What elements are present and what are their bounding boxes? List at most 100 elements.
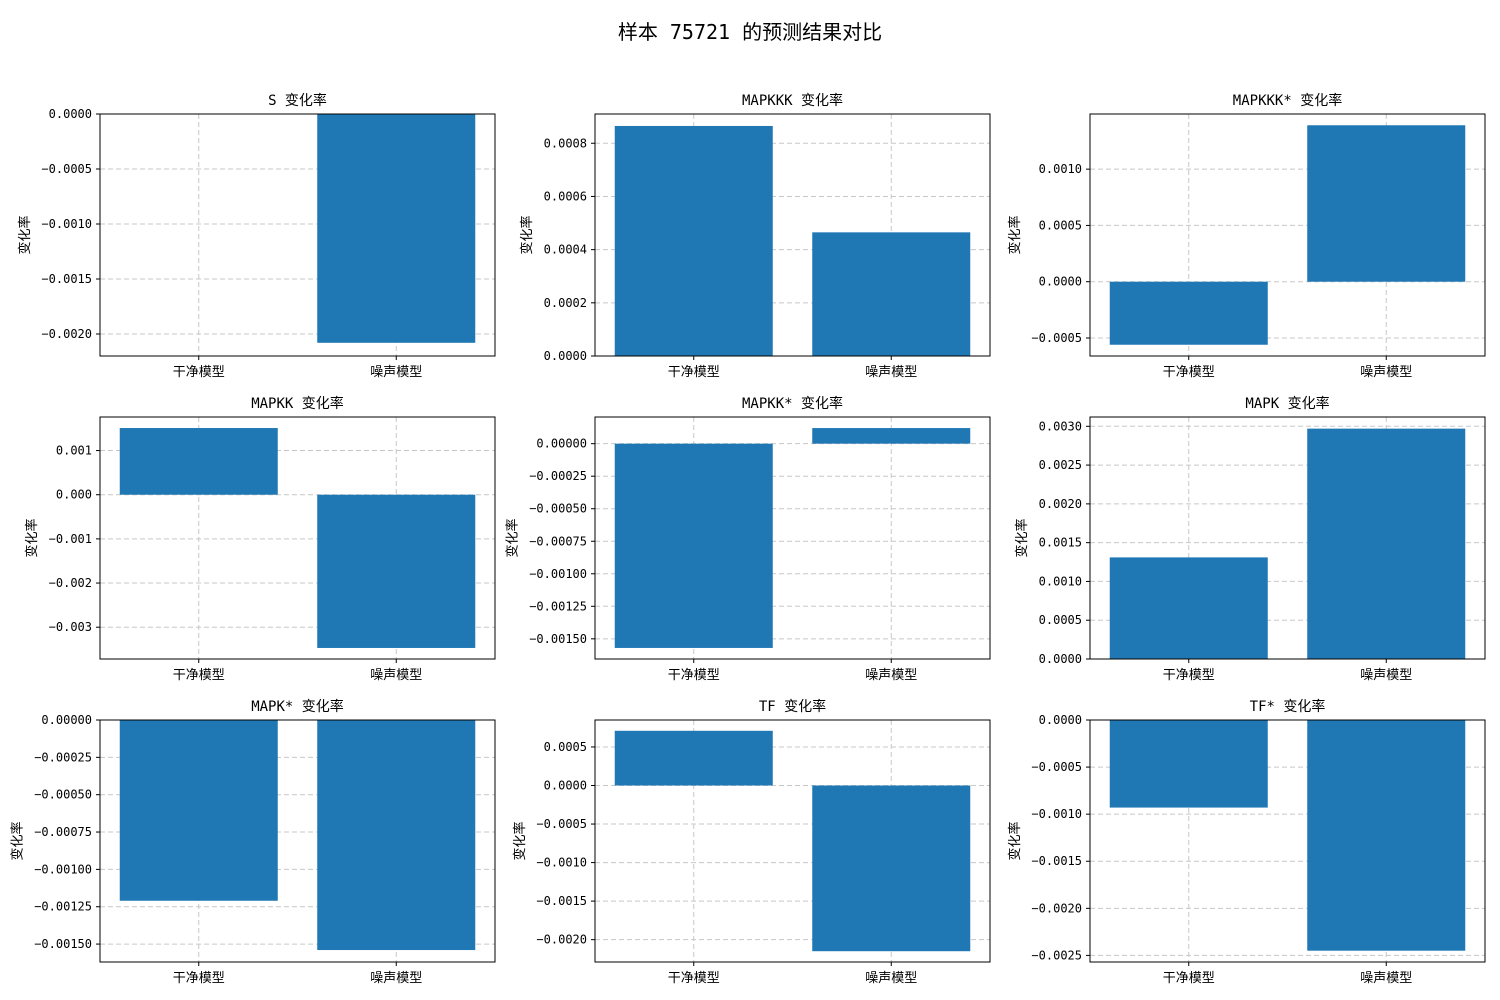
y-tick-label: −0.0020 — [536, 933, 587, 947]
subplot-9: 0.0000 −0.0005 −0.0010 −0.0015 −0.0020 −0.002… — [1007, 698, 1486, 986]
y-tick-label: 0.0002 — [544, 296, 587, 310]
subplot-2: 0.0000 0.0002 0.0004 0.0006 0.0008 干净模型 噪声模型 MA… — [519, 92, 991, 380]
y-tick-label: −0.00050 — [529, 502, 587, 516]
y-tick-label: 0.0008 — [544, 136, 587, 150]
y-tick-label: 0.0004 — [544, 243, 587, 257]
bar-noisy — [317, 494, 476, 648]
bar-clean — [614, 125, 773, 356]
x-tick-label: 干净模型 — [668, 365, 720, 380]
bar-noisy — [1307, 720, 1466, 951]
subplot-3: −0.0005 0.0000 0.0005 0.0010 干净模型 噪声模型 MAPKKK*… — [1007, 92, 1486, 380]
figure-title: 样本 75721 的预测结果对比 — [617, 20, 883, 44]
y-tick-label: 0.0030 — [1039, 419, 1082, 433]
subplot-5: 0.00000 −0.00025 −0.00050 −0.00075 −0.00100 −… — [505, 395, 991, 683]
y-tick-label: −0.0010 — [41, 217, 92, 231]
y-tick-label: −0.001 — [49, 532, 92, 546]
bar-noisy — [812, 428, 971, 444]
y-tick-label: 0.0025 — [1039, 458, 1082, 472]
y-tick-label: −0.0015 — [41, 272, 92, 286]
y-tick-label: 0.00000 — [41, 713, 92, 727]
subplot-1: 0.0000 −0.0005 −0.0010 −0.0015 −0.0020 干净模型 噪声… — [17, 92, 496, 380]
x-tick-label: 干净模型 — [173, 365, 225, 380]
y-tick-label: −0.0005 — [1031, 331, 1082, 345]
bar-clean — [614, 730, 773, 786]
y-tick-label: 0.0010 — [1039, 162, 1082, 176]
y-tick-label: −0.00050 — [34, 788, 92, 802]
subplot-8: −0.0020 −0.0015 −0.0010 −0.0005 0.0000 0.0005… — [512, 698, 991, 986]
subplot-title: MAPK* 变化率 — [251, 698, 344, 715]
subplot-7: 0.00000 −0.00025 −0.00050 −0.00075 −0.00100 −… — [10, 698, 496, 986]
x-tick-label: 噪声模型 — [1360, 668, 1412, 683]
y-tick-label: 0.0005 — [544, 740, 587, 754]
x-tick-label: 噪声模型 — [370, 365, 422, 380]
x-tick-label: 干净模型 — [1163, 668, 1215, 683]
x-tick-label: 噪声模型 — [1360, 365, 1412, 380]
x-tick-label: 噪声模型 — [865, 971, 917, 986]
y-tick-label: −0.00025 — [34, 750, 92, 764]
x-tick-label: 噪声模型 — [370, 971, 422, 986]
y-tick-label: −0.00125 — [529, 599, 587, 613]
y-axis-label: 变化率 — [17, 215, 33, 254]
bar-noisy — [812, 232, 971, 356]
axes-frame — [99, 416, 496, 660]
bar-clean — [1109, 281, 1268, 345]
subplot-title: MAPKK 变化率 — [251, 395, 344, 412]
y-tick-label: −0.0015 — [536, 894, 587, 908]
x-tick-label: 干净模型 — [173, 971, 225, 986]
y-tick-label: −0.0015 — [1031, 854, 1082, 868]
y-tick-label: 0.0000 — [49, 107, 92, 121]
y-axis-label: 变化率 — [1007, 821, 1023, 860]
y-tick-label: 0.0000 — [544, 779, 587, 793]
bar-clean — [614, 443, 773, 648]
y-tick-label: −0.003 — [49, 620, 92, 634]
y-tick-label: −0.00100 — [529, 567, 587, 581]
y-tick-label: 0.0005 — [1039, 613, 1082, 627]
x-tick-label: 噪声模型 — [370, 668, 422, 683]
axes-frame — [99, 719, 496, 963]
bar-noisy — [317, 720, 476, 951]
y-tick-label: −0.00025 — [529, 469, 587, 483]
bar-noisy — [1307, 428, 1466, 659]
subplot-title: S 变化率 — [268, 92, 327, 109]
x-tick-label: 干净模型 — [668, 668, 720, 683]
subplot-title: MAPKKK* 变化率 — [1233, 92, 1342, 109]
y-tick-label: −0.00100 — [34, 862, 92, 876]
y-axis-label: 变化率 — [512, 821, 528, 860]
bar-clean — [1109, 557, 1268, 659]
y-tick-label: −0.00150 — [529, 632, 587, 646]
y-axis-label: 变化率 — [1014, 518, 1030, 557]
y-axis-label: 变化率 — [10, 821, 26, 860]
y-tick-label: −0.0025 — [1031, 948, 1082, 962]
bar-clean — [119, 428, 278, 495]
subplot-title: MAPKKK 变化率 — [742, 92, 843, 109]
y-tick-label: 0.001 — [56, 444, 92, 458]
y-tick-label: −0.0020 — [41, 327, 92, 341]
axes-frame — [1089, 113, 1486, 357]
y-tick-label: −0.0005 — [1031, 760, 1082, 774]
x-tick-label: 噪声模型 — [1360, 971, 1412, 986]
y-tick-label: 0.0000 — [1039, 713, 1082, 727]
y-tick-label: −0.0010 — [536, 856, 587, 870]
y-tick-label: 0.0000 — [544, 349, 587, 363]
y-tick-label: −0.0005 — [536, 817, 587, 831]
bar-noisy — [317, 114, 476, 343]
subplot-title: TF 变化率 — [759, 698, 826, 715]
axes-frame — [99, 113, 496, 357]
bar-clean — [1109, 720, 1268, 808]
y-tick-label: −0.00075 — [529, 534, 587, 548]
x-tick-label: 噪声模型 — [865, 365, 917, 380]
y-axis-label: 变化率 — [505, 518, 521, 557]
y-tick-label: 0.0000 — [1039, 275, 1082, 289]
y-tick-label: −0.00075 — [34, 825, 92, 839]
subplot-title: TF* 变化率 — [1250, 698, 1326, 715]
y-tick-label: 0.000 — [56, 488, 92, 502]
axes-frame — [594, 719, 991, 963]
y-tick-label: −0.00125 — [34, 900, 92, 914]
subplot-6: 0.0000 0.0005 0.0010 0.0015 0.0020 0.0025 0.00… — [1014, 395, 1486, 683]
y-tick-label: −0.0005 — [41, 162, 92, 176]
y-tick-label: −0.0020 — [1031, 901, 1082, 915]
x-tick-label: 干净模型 — [173, 668, 225, 683]
x-tick-label: 干净模型 — [668, 971, 720, 986]
y-tick-label: −0.00150 — [34, 937, 92, 951]
